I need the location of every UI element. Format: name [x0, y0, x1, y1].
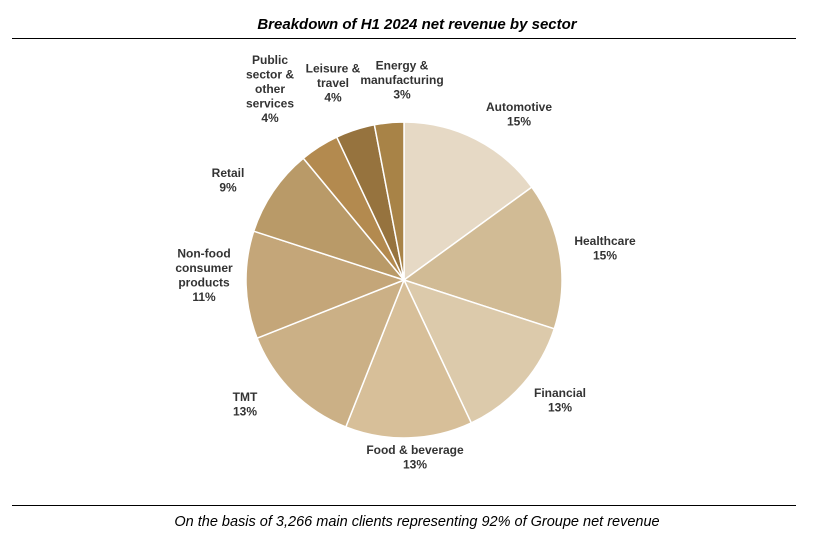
slice-label-public-sector-other-services: Public sector & other services 4%: [246, 53, 294, 125]
footnote-divider: [12, 505, 796, 506]
slice-label-energy-manufacturing: Energy & manufacturing 3%: [360, 59, 443, 102]
slice-label-financial: Financial 13%: [534, 386, 586, 415]
pie-slice-food-beverage: [344, 278, 473, 439]
slice-label-retail: Retail 9%: [212, 166, 245, 195]
slice-label-tmt: TMT 13%: [233, 390, 258, 419]
slice-label-healthcare: Healthcare 15%: [574, 234, 636, 262]
pie-slice-non-food-consumer-products: [245, 230, 407, 340]
slice-label-food-beverage: Food & beverage 13%: [366, 443, 464, 472]
pie-slice-financial: [402, 278, 556, 424]
chart-title: Breakdown of H1 2024 net revenue by sect…: [257, 16, 577, 33]
pie-slice-healthcare: [402, 186, 563, 330]
slice-label-automotive: Automotive 15%: [486, 100, 552, 129]
pie-slice-automotive: [403, 121, 533, 282]
slice-label-non-food-consumer-products: Non-food consumer products 11%: [175, 246, 233, 304]
slice-label-leisure-travel: Leisure & travel 4%: [306, 62, 361, 105]
pie-slice-retail: [252, 157, 407, 282]
pie-slice-energy-manufacturing: [373, 121, 405, 281]
pie-chart: Automotive 15% Healthcare 15% Financial 13% Fo…: [175, 53, 636, 472]
footnote: On the basis of 3,266 main clients repre…: [174, 514, 660, 530]
title-divider: [12, 38, 796, 39]
pie-slice-tmt: [256, 278, 406, 428]
